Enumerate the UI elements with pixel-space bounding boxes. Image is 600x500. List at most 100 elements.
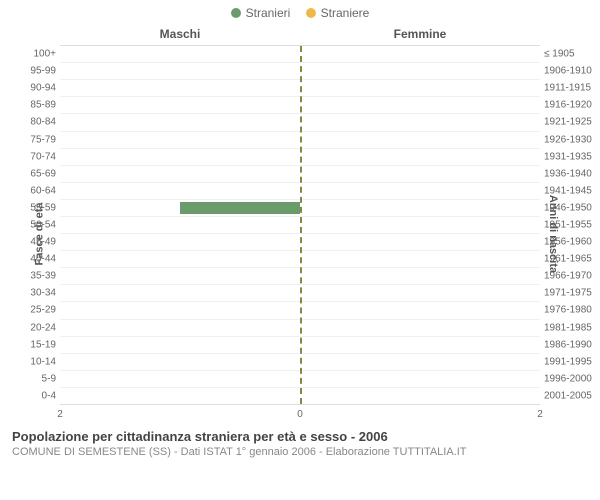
female-half bbox=[300, 388, 540, 404]
male-half bbox=[60, 302, 300, 318]
footer-title: Popolazione per cittadinanza straniera p… bbox=[12, 429, 588, 444]
male-half bbox=[60, 166, 300, 182]
birth-year-label: 1921-1925 bbox=[544, 117, 598, 128]
birth-year-label: 1916-1920 bbox=[544, 100, 598, 111]
age-label: 50-54 bbox=[18, 220, 56, 231]
male-half bbox=[60, 268, 300, 284]
age-label: 20-24 bbox=[18, 322, 56, 333]
legend-label-straniere: Straniere bbox=[321, 6, 370, 20]
birth-year-label: 1911-1915 bbox=[544, 83, 598, 94]
age-label: 85-89 bbox=[18, 100, 56, 111]
female-half bbox=[300, 132, 540, 148]
female-half bbox=[300, 320, 540, 336]
age-label: 5-9 bbox=[18, 373, 56, 384]
age-label: 0-4 bbox=[18, 390, 56, 401]
age-label: 70-74 bbox=[18, 151, 56, 162]
age-label: 30-34 bbox=[18, 288, 56, 299]
male-half bbox=[60, 46, 300, 62]
birth-year-label: 1951-1955 bbox=[544, 220, 598, 231]
birth-year-label: 1926-1930 bbox=[544, 134, 598, 145]
age-label: 80-84 bbox=[18, 117, 56, 128]
male-half bbox=[60, 285, 300, 301]
legend-item-stranieri: Stranieri bbox=[231, 6, 291, 20]
female-half bbox=[300, 46, 540, 62]
x-tick: 2 bbox=[57, 409, 63, 420]
birth-year-label: 1941-1945 bbox=[544, 185, 598, 196]
female-half bbox=[300, 200, 540, 216]
female-half bbox=[300, 114, 540, 130]
male-half bbox=[60, 388, 300, 404]
legend: Stranieri Straniere bbox=[0, 0, 600, 21]
chart-area: Fasce di età Anni di nascita 0-42001-200… bbox=[60, 45, 540, 423]
birth-year-label: 1966-1970 bbox=[544, 271, 598, 282]
male-half bbox=[60, 114, 300, 130]
age-label: 60-64 bbox=[18, 185, 56, 196]
female-half bbox=[300, 285, 540, 301]
male-half bbox=[60, 251, 300, 267]
age-label: 10-14 bbox=[18, 356, 56, 367]
male-half bbox=[60, 217, 300, 233]
age-label: 75-79 bbox=[18, 134, 56, 145]
birth-year-label: 1981-1985 bbox=[544, 322, 598, 333]
female-half bbox=[300, 354, 540, 370]
age-label: 55-59 bbox=[18, 202, 56, 213]
female-half bbox=[300, 63, 540, 79]
male-half bbox=[60, 337, 300, 353]
male-half bbox=[60, 63, 300, 79]
x-axis: 2 0 2 bbox=[60, 407, 540, 423]
female-half bbox=[300, 302, 540, 318]
age-label: 95-99 bbox=[18, 66, 56, 77]
female-half bbox=[300, 217, 540, 233]
footer-subtitle: COMUNE DI SEMESTENE (SS) - Dati ISTAT 1°… bbox=[12, 446, 588, 458]
female-half bbox=[300, 234, 540, 250]
legend-swatch-stranieri bbox=[231, 8, 241, 18]
female-half bbox=[300, 80, 540, 96]
male-half bbox=[60, 354, 300, 370]
male-half bbox=[60, 149, 300, 165]
male-half bbox=[60, 183, 300, 199]
male-half bbox=[60, 97, 300, 113]
male-half bbox=[60, 132, 300, 148]
birth-year-label: 1976-1980 bbox=[544, 305, 598, 316]
female-half bbox=[300, 166, 540, 182]
female-half bbox=[300, 149, 540, 165]
age-label: 100+ bbox=[18, 49, 56, 60]
age-label: 40-44 bbox=[18, 254, 56, 265]
center-divider bbox=[300, 46, 302, 404]
birth-year-label: 1906-1910 bbox=[544, 66, 598, 77]
birth-year-label: 1961-1965 bbox=[544, 254, 598, 265]
male-half bbox=[60, 320, 300, 336]
age-label: 15-19 bbox=[18, 339, 56, 350]
x-axis-left: 2 0 bbox=[60, 407, 300, 423]
male-half bbox=[60, 80, 300, 96]
birth-year-label: 1946-1950 bbox=[544, 202, 598, 213]
male-half bbox=[60, 234, 300, 250]
legend-label-stranieri: Stranieri bbox=[246, 6, 291, 20]
legend-item-straniere: Straniere bbox=[306, 6, 370, 20]
legend-swatch-straniere bbox=[306, 8, 316, 18]
birth-year-label: 1936-1940 bbox=[544, 168, 598, 179]
birth-year-label: 2001-2005 bbox=[544, 390, 598, 401]
birth-year-label: ≤ 1905 bbox=[544, 49, 598, 60]
birth-year-label: 1931-1935 bbox=[544, 151, 598, 162]
birth-year-label: 1996-2000 bbox=[544, 373, 598, 384]
birth-year-label: 1986-1990 bbox=[544, 339, 598, 350]
male-half bbox=[60, 200, 300, 216]
birth-year-label: 1971-1975 bbox=[544, 288, 598, 299]
male-half bbox=[60, 371, 300, 387]
female-half bbox=[300, 183, 540, 199]
female-half bbox=[300, 337, 540, 353]
age-label: 35-39 bbox=[18, 271, 56, 282]
panel-title-femmine: Femmine bbox=[300, 27, 540, 41]
female-half bbox=[300, 268, 540, 284]
female-half bbox=[300, 371, 540, 387]
x-tick: 2 bbox=[537, 409, 543, 420]
female-half bbox=[300, 251, 540, 267]
female-half bbox=[300, 97, 540, 113]
birth-year-label: 1991-1995 bbox=[544, 356, 598, 367]
age-label: 65-69 bbox=[18, 168, 56, 179]
plot-area: 0-42001-20055-91996-200010-141991-199515… bbox=[60, 45, 540, 405]
age-label: 25-29 bbox=[18, 305, 56, 316]
x-axis-right: 2 bbox=[300, 407, 540, 423]
chart-footer: Popolazione per cittadinanza straniera p… bbox=[0, 423, 600, 458]
